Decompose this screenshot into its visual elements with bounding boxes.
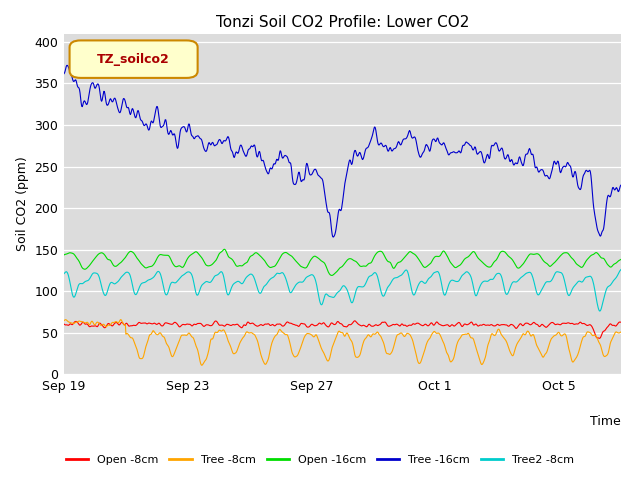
- Y-axis label: Soil CO2 (ppm): Soil CO2 (ppm): [16, 156, 29, 252]
- Text: TZ_soilco2: TZ_soilco2: [97, 53, 170, 66]
- Text: Time: Time: [590, 415, 621, 428]
- FancyBboxPatch shape: [70, 40, 198, 78]
- Legend: Open -8cm, Tree -8cm, Open -16cm, Tree -16cm, Tree2 -8cm: Open -8cm, Tree -8cm, Open -16cm, Tree -…: [61, 451, 579, 469]
- Title: Tonzi Soil CO2 Profile: Lower CO2: Tonzi Soil CO2 Profile: Lower CO2: [216, 15, 469, 30]
